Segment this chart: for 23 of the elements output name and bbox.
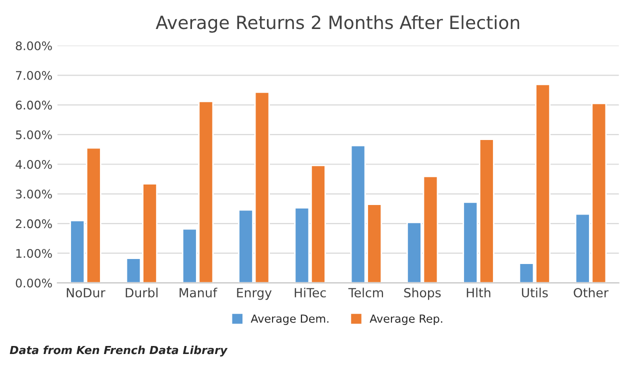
y-tick-label: 2.00% (16, 219, 52, 228)
legend-label: Average Dem. (250, 314, 328, 325)
y-tick-label: 8.00% (16, 41, 52, 50)
y-tick-label: 3.00% (16, 190, 52, 199)
x-tick-label: Manuf (180, 288, 218, 298)
x-tick-label: Telcm (348, 288, 384, 298)
legend-label: Average Rep. (370, 314, 442, 325)
x-tick-label: Utils (522, 288, 548, 298)
x-tick-label: Hlth (466, 288, 490, 298)
y-tick-label: 6.00% (16, 100, 52, 110)
x-tick-label: Shops (404, 288, 441, 300)
x-tick-label: Other (574, 288, 609, 298)
text: Data from Ken French Data Library (10, 346, 228, 356)
x-tick-label: Enrgy (237, 288, 272, 300)
y-tick-label: 4.00% (16, 160, 52, 169)
x-tick-label: Durbl (126, 288, 158, 298)
y-tick-label: 0.00% (16, 278, 52, 288)
y-tick-label: 7.00% (16, 71, 52, 80)
y-tick-label: 5.00% (16, 130, 52, 140)
x-tick-label: NoDur (66, 288, 106, 298)
x-tick-label: HiTec (294, 288, 326, 298)
y-tick-label: 1.00% (16, 248, 52, 258)
chart-title: Average Returns 2 Months After Election (156, 15, 520, 33)
